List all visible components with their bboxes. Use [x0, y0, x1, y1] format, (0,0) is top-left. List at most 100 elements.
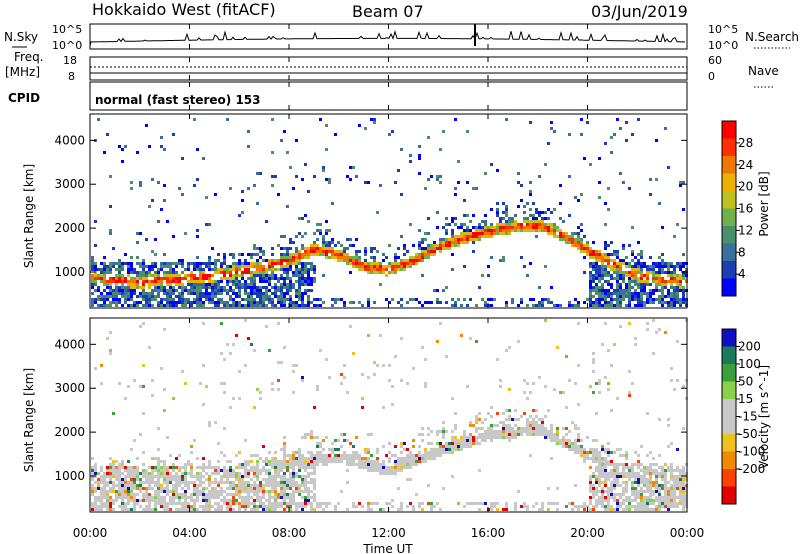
heatmap-cell [619, 271, 622, 274]
heatmap-cell [607, 187, 610, 190]
heatmap-cell [304, 268, 307, 271]
heatmap-cell [577, 427, 580, 430]
heatmap-cell [259, 262, 262, 265]
heatmap-cell [265, 271, 268, 274]
heatmap-cell [124, 280, 127, 283]
heatmap-cell [457, 235, 460, 238]
heatmap-cell [118, 286, 121, 289]
heatmap-cell [166, 493, 169, 496]
heatmap-cell [100, 268, 103, 271]
heatmap-cell [334, 244, 337, 247]
heatmap-cell [667, 166, 670, 169]
heatmap-cell [532, 424, 535, 427]
heatmap-cell [520, 301, 523, 304]
heatmap-cell [103, 283, 106, 286]
heatmap-cell [385, 454, 388, 457]
heatmap-cell [109, 472, 112, 475]
heatmap-cell [145, 301, 148, 304]
heatmap-cell [424, 454, 427, 457]
heatmap-cell [433, 289, 436, 292]
heatmap-cell [505, 424, 508, 427]
heatmap-cell [202, 490, 205, 493]
heatmap-cell [103, 268, 106, 271]
heatmap-cell [163, 502, 166, 505]
heatmap-cell [352, 352, 355, 355]
heatmap-cell [223, 259, 226, 262]
heatmap-cell [631, 490, 634, 493]
heatmap-cell [157, 274, 160, 277]
heatmap-cell [601, 493, 604, 496]
heatmap-cell [301, 502, 304, 505]
heatmap-cell [274, 505, 277, 508]
heatmap-cell [268, 496, 271, 499]
heatmap-cell [649, 301, 652, 304]
heatmap-cell [184, 490, 187, 493]
heatmap-cell [292, 256, 295, 259]
heatmap-cell [574, 451, 577, 454]
heatmap-cell [658, 328, 661, 331]
heatmap-cell [208, 259, 211, 262]
heatmap-cell [136, 271, 139, 274]
heatmap-cell [508, 346, 511, 349]
heatmap-cell [91, 259, 94, 262]
heatmap-cell [529, 223, 532, 226]
heatmap-cell [529, 226, 532, 229]
heatmap-cell [106, 493, 109, 496]
heatmap-cell [229, 289, 232, 292]
heatmap-cell [673, 484, 676, 487]
heatmap-cell [298, 256, 301, 259]
heatmap-cell [526, 508, 529, 511]
heatmap-cell [178, 280, 181, 283]
heatmap-cell [166, 469, 169, 472]
heatmap-cell [415, 253, 418, 256]
heatmap-cell [202, 457, 205, 460]
heatmap-cell [100, 481, 103, 484]
heatmap-cell [301, 460, 304, 463]
heatmap-cell [388, 451, 391, 454]
heatmap-cell [361, 397, 364, 400]
heatmap-cell [295, 268, 298, 271]
heatmap-cell [637, 292, 640, 295]
heatmap-cell [100, 505, 103, 508]
heatmap-cell [625, 274, 628, 277]
heatmap-cell [364, 253, 367, 256]
heatmap-cell [475, 430, 478, 433]
heatmap-cell [175, 283, 178, 286]
heatmap-cell [466, 502, 469, 505]
heatmap-cell [280, 274, 283, 277]
heatmap-cell [544, 436, 547, 439]
heatmap-cell [634, 487, 637, 490]
heatmap-cell [553, 232, 556, 235]
heatmap-cell [496, 358, 499, 361]
heatmap-cell [163, 184, 166, 187]
heatmap-cell [676, 280, 679, 283]
heatmap-cell [373, 373, 376, 376]
heatmap-cell [496, 202, 499, 205]
heatmap-cell [346, 253, 349, 256]
heatmap-cell [661, 472, 664, 475]
heatmap-cell [307, 268, 310, 271]
heatmap-cell [454, 445, 457, 448]
heatmap-cell [562, 445, 565, 448]
heatmap-cell [124, 493, 127, 496]
heatmap-cell [139, 271, 142, 274]
heatmap-cell [316, 244, 319, 247]
heatmap-cell [121, 289, 124, 292]
heatmap-cell [553, 433, 556, 436]
heatmap-cell [526, 397, 529, 400]
heatmap-cell [622, 499, 625, 502]
heatmap-cell [373, 118, 376, 121]
heatmap-cell [220, 493, 223, 496]
heatmap-cell [385, 502, 388, 505]
heatmap-cell [196, 466, 199, 469]
heatmap-cell [370, 502, 373, 505]
colorbar-tick-label: 15 [738, 392, 753, 406]
heatmap-cell [181, 295, 184, 298]
heatmap-cell [421, 346, 424, 349]
heatmap-cell [307, 190, 310, 193]
heatmap-cell [313, 487, 316, 490]
heatmap-cell [97, 118, 100, 121]
heatmap-cell [229, 253, 232, 256]
heatmap-cell [193, 265, 196, 268]
heatmap-cell [220, 499, 223, 502]
